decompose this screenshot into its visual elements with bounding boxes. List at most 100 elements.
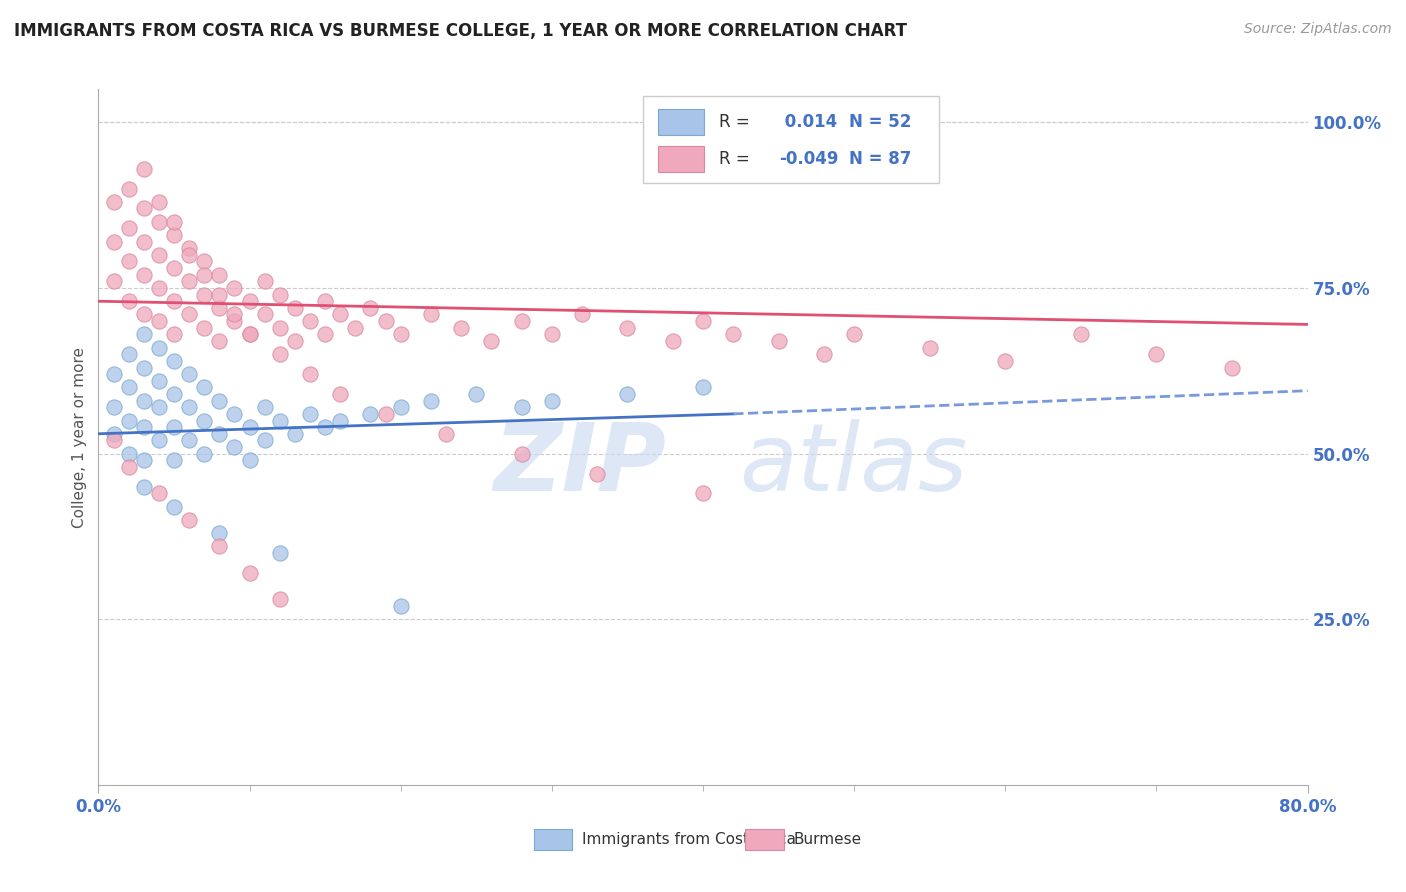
Point	[163, 387, 186, 401]
Point	[148, 215, 170, 229]
Point	[193, 287, 215, 301]
Point	[132, 420, 155, 434]
Point	[163, 354, 186, 368]
Point	[299, 314, 322, 328]
FancyBboxPatch shape	[658, 109, 704, 135]
Y-axis label: College, 1 year or more: College, 1 year or more	[72, 347, 87, 527]
Text: 0.014: 0.014	[779, 113, 838, 131]
Point	[148, 434, 170, 448]
Point	[103, 401, 125, 415]
Point	[193, 413, 215, 427]
Point	[208, 334, 231, 348]
Point	[284, 301, 307, 315]
Point	[389, 327, 412, 342]
Point	[269, 287, 291, 301]
Point	[1070, 327, 1092, 342]
Point	[132, 308, 155, 322]
Point	[103, 426, 125, 441]
Point	[434, 426, 457, 441]
Point	[269, 546, 291, 560]
Point	[284, 334, 307, 348]
Point	[118, 221, 141, 235]
Point	[269, 413, 291, 427]
Point	[329, 308, 352, 322]
Point	[179, 513, 201, 527]
Point	[813, 347, 835, 361]
Point	[692, 314, 714, 328]
Point	[616, 320, 638, 334]
Point	[224, 407, 246, 421]
Point	[163, 294, 186, 309]
Text: Source: ZipAtlas.com: Source: ZipAtlas.com	[1244, 22, 1392, 37]
Point	[193, 268, 215, 282]
Point	[132, 453, 155, 467]
Point	[163, 215, 186, 229]
Point	[148, 486, 170, 500]
Point	[314, 420, 336, 434]
Point	[253, 434, 276, 448]
FancyBboxPatch shape	[534, 829, 572, 850]
Point	[389, 599, 412, 613]
Point	[163, 327, 186, 342]
Point	[918, 341, 941, 355]
Point	[118, 347, 141, 361]
Text: N = 87: N = 87	[849, 150, 911, 168]
FancyBboxPatch shape	[658, 145, 704, 172]
Point	[239, 453, 262, 467]
Point	[723, 327, 745, 342]
Point	[163, 227, 186, 242]
Point	[586, 467, 609, 481]
FancyBboxPatch shape	[745, 829, 785, 850]
Point	[163, 453, 186, 467]
Point	[148, 194, 170, 209]
Point	[118, 413, 141, 427]
Text: atlas: atlas	[740, 419, 967, 510]
Point	[132, 393, 155, 408]
Point	[179, 248, 201, 262]
Point	[661, 334, 683, 348]
Point	[450, 320, 472, 334]
Point	[269, 320, 291, 334]
Point	[239, 327, 262, 342]
Point	[224, 314, 246, 328]
Point	[374, 407, 396, 421]
Point	[179, 241, 201, 255]
Point	[269, 347, 291, 361]
Point	[208, 268, 231, 282]
Point	[132, 161, 155, 176]
Text: IMMIGRANTS FROM COSTA RICA VS BURMESE COLLEGE, 1 YEAR OR MORE CORRELATION CHART: IMMIGRANTS FROM COSTA RICA VS BURMESE CO…	[14, 22, 907, 40]
Point	[118, 294, 141, 309]
Point	[692, 486, 714, 500]
Point	[314, 294, 336, 309]
Point	[148, 374, 170, 388]
Point	[1220, 360, 1243, 375]
Point	[118, 181, 141, 195]
Point	[208, 426, 231, 441]
Point	[193, 380, 215, 394]
Point	[148, 281, 170, 295]
Point	[481, 334, 503, 348]
Point	[374, 314, 396, 328]
Point	[239, 420, 262, 434]
Point	[299, 407, 322, 421]
Point	[179, 274, 201, 288]
Point	[510, 314, 533, 328]
Point	[208, 301, 231, 315]
Point	[540, 327, 562, 342]
Point	[132, 202, 155, 216]
Point	[994, 354, 1017, 368]
Point	[103, 235, 125, 249]
Point	[571, 308, 593, 322]
Point	[510, 401, 533, 415]
Point	[224, 308, 246, 322]
Point	[103, 434, 125, 448]
Point	[239, 566, 262, 580]
Text: Immigrants from Costa Rica: Immigrants from Costa Rica	[582, 831, 796, 847]
Point	[118, 254, 141, 268]
Point	[284, 426, 307, 441]
Point	[179, 367, 201, 381]
Point	[224, 281, 246, 295]
FancyBboxPatch shape	[643, 96, 939, 183]
Point	[329, 387, 352, 401]
Point	[103, 194, 125, 209]
